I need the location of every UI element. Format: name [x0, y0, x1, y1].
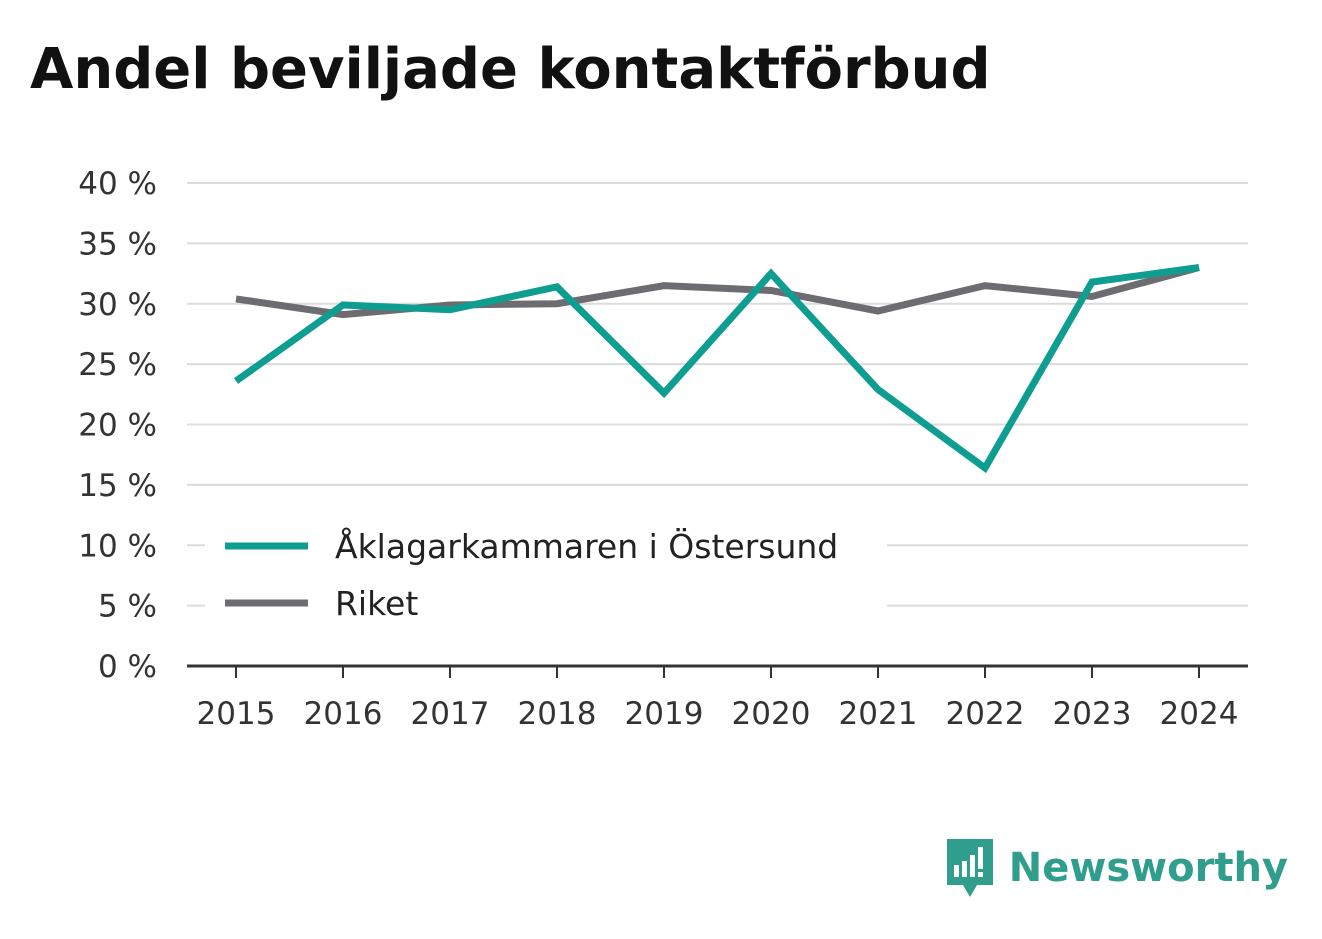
- legend-label: Riket: [335, 584, 418, 623]
- y-axis-ticks: 0 % 5 % 10 % 15 % 20 % 25 % 30 % 35 % 40 %: [78, 166, 157, 685]
- y-tick-label: 40 %: [78, 166, 157, 202]
- brand-name: Newsworthy: [1008, 845, 1288, 891]
- chart-title: Andel beviljade kontaktförbud: [30, 37, 991, 102]
- x-tick-label: 2023: [1053, 696, 1132, 732]
- x-tick-label: 2018: [518, 696, 597, 732]
- x-tick-label: 2020: [732, 696, 811, 732]
- legend-background: [205, 518, 887, 630]
- x-axis: 2015 2016 2017 2018 2019 2020 2021 2022 2023 2024: [187, 664, 1248, 732]
- legend: Åklagarkammaren i Östersund Riket: [225, 526, 838, 623]
- x-tick-label: 2016: [304, 696, 383, 732]
- series-line-aklagarkammaren: [233, 264, 1200, 474]
- y-tick-label: 0 %: [98, 649, 157, 685]
- y-tick-label: 20 %: [78, 408, 157, 444]
- y-tick-label: 25 %: [78, 347, 157, 383]
- legend-box: [205, 518, 887, 630]
- y-tick-label: 15 %: [78, 468, 157, 504]
- series-lines: [233, 264, 1200, 474]
- y-tick-label: 10 %: [78, 528, 157, 564]
- x-tick-label: 2022: [946, 696, 1025, 732]
- x-tick-label: 2019: [625, 696, 704, 732]
- y-tick-label: 30 %: [78, 287, 157, 323]
- newsworthy-logo-icon: [946, 839, 993, 897]
- newsworthy-brand: Newsworthy: [945, 837, 1288, 899]
- y-tick-label: 35 %: [78, 226, 157, 262]
- y-tick-label: 5 %: [98, 589, 157, 625]
- x-tick-label: 2015: [197, 696, 276, 732]
- x-tick-label: 2024: [1160, 696, 1239, 732]
- x-tick-label: 2021: [839, 696, 918, 732]
- x-tick-label: 2017: [411, 696, 490, 732]
- legend-label: Åklagarkammaren i Östersund: [335, 526, 838, 566]
